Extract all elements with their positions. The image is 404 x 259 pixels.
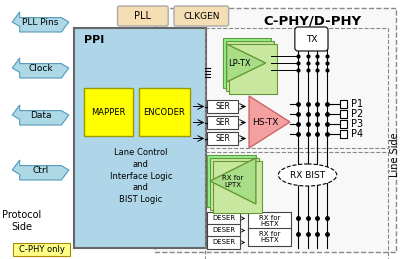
Text: PPI: PPI bbox=[84, 35, 105, 45]
Polygon shape bbox=[249, 96, 290, 148]
Text: Clock: Clock bbox=[28, 63, 53, 73]
Text: SER: SER bbox=[215, 102, 230, 111]
FancyBboxPatch shape bbox=[295, 27, 328, 51]
Bar bbox=[13, 243, 70, 256]
Bar bbox=[248, 212, 291, 230]
Bar bbox=[207, 155, 256, 207]
Text: RX for
HSTX: RX for HSTX bbox=[259, 231, 280, 243]
FancyBboxPatch shape bbox=[174, 6, 229, 26]
Bar bbox=[207, 100, 238, 113]
Text: TX: TX bbox=[306, 34, 317, 44]
Bar bbox=[340, 100, 347, 108]
Text: ENCODER: ENCODER bbox=[143, 107, 185, 117]
Bar bbox=[340, 130, 347, 138]
Text: Protocol
Side: Protocol Side bbox=[2, 210, 42, 232]
Text: MAPPER: MAPPER bbox=[92, 107, 126, 117]
Text: DESER: DESER bbox=[212, 240, 235, 246]
Bar bbox=[207, 116, 238, 129]
Bar bbox=[84, 88, 133, 136]
Text: CLKGEN: CLKGEN bbox=[183, 11, 219, 20]
Bar bbox=[223, 38, 271, 88]
Polygon shape bbox=[12, 160, 69, 180]
FancyBboxPatch shape bbox=[118, 6, 168, 26]
Bar bbox=[207, 132, 238, 145]
Text: DESER: DESER bbox=[212, 215, 235, 221]
Text: PLL Pins: PLL Pins bbox=[22, 18, 59, 26]
Bar bbox=[340, 110, 347, 118]
Bar bbox=[210, 158, 259, 210]
Text: Lane Control
and
Interface Logic
and
BIST Logic: Lane Control and Interface Logic and BIS… bbox=[109, 148, 172, 204]
Text: SER: SER bbox=[215, 134, 230, 143]
Bar bbox=[74, 28, 206, 248]
Polygon shape bbox=[210, 158, 256, 204]
Text: Data: Data bbox=[30, 111, 51, 119]
Bar bbox=[213, 161, 262, 213]
Text: RX for
HSTX: RX for HSTX bbox=[259, 214, 280, 227]
Text: P1: P1 bbox=[351, 99, 364, 109]
Bar bbox=[120, 8, 166, 24]
Polygon shape bbox=[12, 105, 69, 125]
Bar bbox=[340, 120, 347, 128]
Text: Line Side: Line Side bbox=[390, 133, 400, 177]
Text: P2: P2 bbox=[351, 109, 364, 119]
Text: DESER: DESER bbox=[212, 227, 235, 234]
Polygon shape bbox=[12, 58, 69, 78]
Text: PLL: PLL bbox=[135, 11, 152, 21]
Bar bbox=[207, 212, 240, 225]
Bar bbox=[207, 224, 240, 237]
Text: RX BIST: RX BIST bbox=[290, 170, 325, 179]
Text: C-PHY only: C-PHY only bbox=[19, 245, 65, 254]
Bar bbox=[248, 228, 291, 246]
Ellipse shape bbox=[278, 164, 337, 186]
Bar bbox=[205, 28, 388, 148]
Text: SER: SER bbox=[215, 118, 230, 127]
Text: P3: P3 bbox=[351, 119, 364, 129]
Text: C-PHY/D-PHY: C-PHY/D-PHY bbox=[263, 14, 362, 27]
Bar bbox=[205, 152, 388, 259]
Text: LP-TX: LP-TX bbox=[228, 59, 250, 68]
Bar bbox=[155, 8, 396, 252]
Polygon shape bbox=[227, 44, 265, 82]
Polygon shape bbox=[12, 12, 69, 32]
Text: Ctrl: Ctrl bbox=[32, 166, 48, 175]
Text: RX for
LPTX: RX for LPTX bbox=[222, 175, 243, 188]
Bar bbox=[226, 41, 274, 91]
Bar bbox=[207, 236, 240, 249]
Text: P4: P4 bbox=[351, 129, 364, 139]
Bar bbox=[139, 88, 189, 136]
Text: HS-TX: HS-TX bbox=[252, 118, 279, 126]
Bar bbox=[229, 44, 277, 94]
